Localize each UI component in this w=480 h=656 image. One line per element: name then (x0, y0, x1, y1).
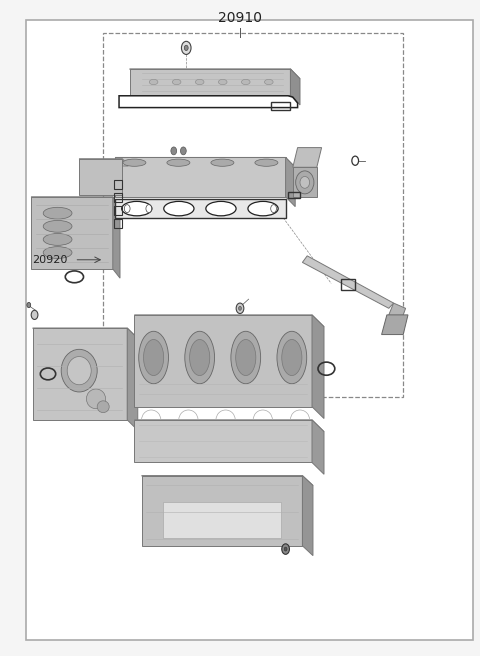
Polygon shape (302, 256, 394, 308)
Bar (114, 206, 122, 215)
Polygon shape (115, 199, 286, 218)
Polygon shape (293, 148, 322, 167)
Ellipse shape (195, 79, 204, 85)
Polygon shape (293, 167, 317, 197)
Polygon shape (115, 157, 295, 167)
Circle shape (239, 306, 241, 310)
Polygon shape (134, 420, 324, 432)
Ellipse shape (236, 339, 256, 375)
Ellipse shape (43, 207, 72, 219)
Polygon shape (134, 315, 312, 407)
Ellipse shape (264, 79, 273, 85)
Circle shape (146, 205, 152, 213)
Polygon shape (302, 476, 313, 556)
Text: 20910: 20910 (218, 11, 262, 25)
Polygon shape (130, 69, 300, 79)
Polygon shape (290, 69, 300, 105)
Ellipse shape (206, 201, 236, 216)
Ellipse shape (277, 331, 307, 384)
Ellipse shape (43, 247, 72, 258)
Polygon shape (134, 420, 312, 462)
Bar (114, 219, 122, 228)
Ellipse shape (86, 389, 106, 409)
Polygon shape (79, 159, 122, 195)
Polygon shape (312, 420, 324, 474)
Ellipse shape (61, 349, 97, 392)
Polygon shape (79, 159, 128, 166)
Polygon shape (115, 157, 286, 197)
Ellipse shape (282, 339, 302, 375)
Ellipse shape (164, 201, 194, 216)
Ellipse shape (121, 201, 152, 216)
Ellipse shape (43, 234, 72, 245)
Polygon shape (130, 69, 290, 95)
Ellipse shape (218, 79, 227, 85)
Bar (114, 180, 122, 189)
Circle shape (171, 147, 177, 155)
Ellipse shape (248, 201, 278, 216)
Ellipse shape (296, 171, 314, 194)
Polygon shape (389, 303, 406, 321)
Polygon shape (127, 328, 138, 430)
Ellipse shape (185, 331, 215, 384)
Polygon shape (382, 315, 408, 335)
Circle shape (271, 205, 276, 213)
Circle shape (27, 302, 31, 308)
Circle shape (31, 310, 38, 319)
Bar (103, 33, 403, 397)
Circle shape (124, 205, 130, 213)
Polygon shape (33, 328, 138, 338)
Polygon shape (286, 157, 295, 207)
Ellipse shape (123, 159, 146, 166)
Bar (114, 193, 122, 202)
Circle shape (282, 544, 289, 554)
Text: 20920: 20920 (32, 255, 67, 265)
Circle shape (236, 303, 244, 314)
Bar (163, 502, 281, 538)
Polygon shape (312, 315, 324, 419)
Ellipse shape (241, 79, 250, 85)
Ellipse shape (97, 401, 109, 413)
Circle shape (180, 147, 186, 155)
Ellipse shape (139, 331, 168, 384)
Ellipse shape (300, 176, 310, 188)
Ellipse shape (149, 79, 158, 85)
Ellipse shape (144, 339, 164, 375)
Polygon shape (31, 197, 120, 206)
Ellipse shape (255, 159, 278, 166)
Circle shape (284, 547, 287, 551)
Ellipse shape (211, 159, 234, 166)
Polygon shape (33, 328, 127, 420)
Ellipse shape (67, 357, 91, 384)
Polygon shape (142, 476, 313, 485)
Ellipse shape (190, 339, 210, 375)
Ellipse shape (167, 159, 190, 166)
Polygon shape (134, 315, 324, 327)
Polygon shape (113, 197, 120, 278)
Ellipse shape (43, 220, 72, 232)
Ellipse shape (172, 79, 181, 85)
Circle shape (184, 45, 188, 51)
Polygon shape (142, 476, 302, 546)
Ellipse shape (231, 331, 261, 384)
Polygon shape (31, 197, 113, 269)
Circle shape (181, 41, 191, 54)
